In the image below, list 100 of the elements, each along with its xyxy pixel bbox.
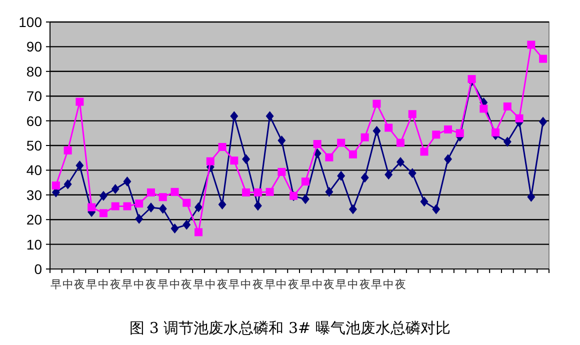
point (420, 196, 428, 207)
point (301, 178, 310, 186)
point (527, 40, 536, 49)
point (372, 100, 381, 108)
x-tick-label: 夜 (74, 278, 86, 291)
point (408, 168, 416, 178)
point (170, 188, 179, 196)
x-tick-label: 夜 (288, 278, 300, 291)
x-tick-label: 中 (312, 278, 323, 291)
point (64, 179, 72, 190)
point (194, 202, 203, 212)
y-tick-label: 40 (26, 162, 42, 178)
point (76, 98, 84, 106)
point (135, 200, 144, 208)
point (384, 170, 393, 180)
point (76, 160, 84, 171)
point (123, 202, 132, 210)
point (182, 198, 191, 207)
point (420, 148, 428, 156)
point (254, 188, 262, 196)
x-tick-label: 夜 (394, 278, 406, 291)
point (242, 188, 250, 196)
point (396, 138, 404, 147)
x-tick-label: 中 (98, 278, 109, 291)
x-tick-label: 早 (228, 279, 240, 291)
x-tick-label: 夜 (145, 278, 156, 291)
x-tick-label: 中 (62, 278, 74, 291)
x-tick-label: 早 (157, 279, 168, 291)
point (146, 202, 155, 212)
point (278, 136, 286, 146)
x-tick-label: 中 (383, 278, 394, 291)
x-tick-label: 夜 (252, 278, 264, 291)
y-tick-label: 100 (18, 14, 42, 30)
point (99, 209, 108, 218)
x-tick-label: 夜 (359, 278, 370, 291)
y-tick-label: 90 (26, 38, 42, 55)
point (135, 214, 144, 224)
point (325, 186, 334, 197)
point (230, 156, 238, 165)
point (468, 75, 476, 84)
point (230, 111, 238, 122)
point (384, 124, 393, 132)
point (337, 138, 346, 147)
point (88, 203, 96, 212)
y-tick-label: 20 (26, 212, 42, 228)
point (206, 157, 214, 166)
point (218, 200, 226, 210)
point (432, 204, 440, 214)
point (515, 114, 524, 122)
x-tick-label: 早 (300, 279, 311, 291)
point (111, 184, 120, 194)
point (111, 202, 120, 210)
point (158, 193, 167, 202)
point (99, 190, 108, 201)
x-tick-label: 早 (264, 279, 276, 291)
point (170, 223, 179, 234)
x-tick-label: 早 (122, 279, 133, 291)
x-tick-label: 中 (240, 278, 252, 291)
x-tick-label: 中 (204, 278, 216, 291)
point (480, 104, 488, 113)
y-tick-label: 10 (26, 236, 42, 252)
point (242, 154, 250, 164)
y-tick-label: 60 (26, 112, 42, 129)
y-tick-label: 50 (26, 138, 42, 154)
x-tick-label: 夜 (181, 278, 192, 291)
x-tick-label: 中 (134, 278, 145, 291)
point (527, 192, 536, 202)
point (492, 128, 500, 136)
point (539, 116, 548, 127)
point (444, 154, 452, 164)
point (218, 142, 226, 151)
x-tick-label: 早 (86, 279, 98, 291)
point (158, 204, 167, 214)
x-tick-label: 夜 (216, 278, 228, 291)
point (266, 111, 274, 122)
x-tick-label: 早 (50, 279, 62, 291)
point (254, 200, 262, 211)
x-tick-label: 早 (336, 279, 347, 291)
point (372, 126, 381, 136)
point (313, 140, 322, 148)
y-tick-label: 0 (34, 261, 42, 277)
point (278, 168, 286, 176)
point (503, 136, 512, 147)
y-tick-label: 80 (26, 63, 42, 80)
y-tick-label: 30 (26, 186, 42, 203)
x-tick-label: 早 (371, 279, 382, 291)
x-tick-label: 夜 (324, 278, 335, 291)
x-tick-label: 夜 (110, 278, 121, 291)
point (52, 182, 60, 190)
point (396, 157, 404, 168)
point (432, 130, 440, 139)
point (360, 172, 369, 183)
x-tick-label: 中 (169, 278, 180, 291)
point (194, 228, 203, 236)
point (503, 102, 512, 110)
point (348, 204, 357, 214)
point (182, 220, 191, 230)
point (301, 194, 310, 204)
point (360, 133, 369, 142)
x-tick-label: 中 (347, 278, 358, 291)
